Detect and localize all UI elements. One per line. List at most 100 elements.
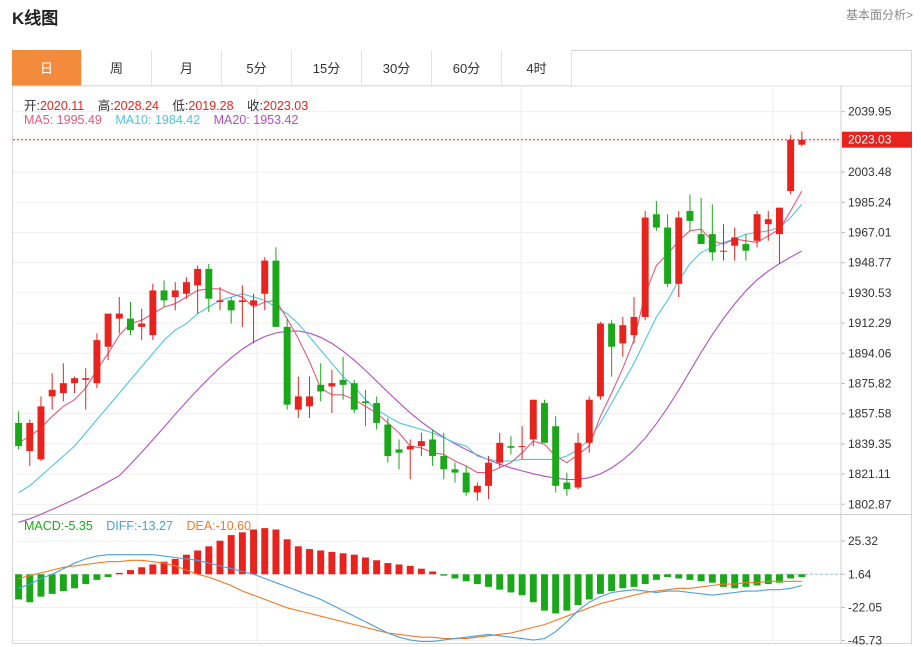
macd-bar: [764, 574, 772, 585]
macd-bar: [664, 574, 672, 578]
open-label: 开:: [24, 99, 40, 113]
ma20-line: [18, 250, 803, 523]
candle-body: [608, 323, 616, 347]
kline-tick-label: 1821.11: [848, 467, 891, 481]
macd-bar: [451, 574, 459, 579]
macd-bar: [317, 550, 325, 575]
macd-value: -5.35: [64, 519, 93, 533]
candle-body: [104, 313, 112, 347]
high-value: 2028.24: [113, 99, 159, 113]
candle-body: [272, 260, 280, 327]
macd-bar: [697, 574, 705, 582]
macd-bar: [71, 574, 79, 589]
candle-body: [205, 268, 213, 299]
candle-body: [417, 441, 425, 447]
ma10-value: 1984.42: [154, 113, 201, 127]
candle-body: [127, 318, 134, 331]
low-label: 低:: [172, 99, 189, 113]
candle-body: [720, 250, 727, 252]
macd-bar: [238, 532, 246, 575]
macd-bar: [361, 557, 369, 575]
candle-body: [507, 446, 515, 448]
macd-bar: [283, 539, 291, 575]
macd-tick-label: -22.05: [848, 600, 882, 614]
macd-bar: [250, 529, 258, 575]
open-value: 2020.11: [39, 99, 85, 113]
tab-4hour[interactable]: 4时: [502, 50, 572, 86]
candle-body: [160, 290, 168, 301]
candle-body: [138, 323, 146, 327]
kline-tick-label: 1802.87: [848, 497, 892, 511]
tab-day[interactable]: 日: [12, 50, 82, 86]
macd-bar: [138, 567, 146, 575]
fundamental-analysis-link[interactable]: 基本面分析>: [845, 8, 913, 22]
macd-bar: [518, 574, 526, 596]
macd-bar: [708, 574, 716, 583]
macd-bar: [485, 574, 493, 587]
candle-body: [250, 300, 258, 306]
candle-body: [361, 401, 369, 404]
tab-15min[interactable]: 15分: [292, 50, 362, 86]
candle-body: [775, 207, 783, 235]
kline-tick-label: 1894.06: [848, 346, 892, 360]
candle-body: [93, 340, 101, 384]
candle-body: [37, 406, 45, 460]
candle-body: [26, 422, 34, 452]
page-title: K线图: [12, 9, 59, 28]
macd-bar: [26, 574, 34, 603]
macd-bar: [395, 564, 403, 575]
candle-body: [686, 210, 694, 221]
macd-bar: [429, 571, 437, 575]
macd-bar: [529, 574, 537, 603]
macd-bar: [574, 574, 582, 606]
candle-body: [664, 227, 672, 284]
candle-body: [182, 282, 190, 294]
macd-bar: [753, 574, 761, 586]
candle-body: [317, 384, 325, 392]
macd-bar: [507, 574, 515, 593]
candle-body: [563, 482, 571, 490]
macd-info: MACD:-5.35 DIFF:-13.27 DEA:-10.60: [24, 519, 261, 533]
candle-body: [216, 300, 224, 303]
macd-bar: [373, 560, 381, 575]
candle-body: [115, 313, 123, 319]
last-price-badge: [842, 131, 912, 148]
candle-body: [339, 379, 347, 385]
macd-bar: [294, 546, 302, 575]
macd-bar: [149, 564, 157, 575]
tab-month[interactable]: 月: [152, 50, 222, 86]
macd-bar: [552, 574, 560, 614]
macd-bar: [775, 574, 783, 583]
high-label: 高:: [97, 99, 114, 113]
macd-bar: [787, 574, 795, 579]
macd-bar: [473, 574, 481, 585]
candle-body: [171, 290, 179, 298]
macd-bar: [194, 550, 202, 575]
macd-bar: [15, 574, 23, 600]
ohlc-info: 开:2020.11 高:2028.24 低:2019.28 收:2023.03: [24, 95, 318, 114]
macd-label: MACD:: [24, 519, 65, 533]
ma20-value: 1953.42: [253, 113, 299, 127]
ma5-line: [18, 190, 803, 474]
ma5-value: 1995.49: [56, 113, 102, 127]
candle-body: [518, 446, 526, 448]
macd-bar: [496, 574, 504, 590]
macd-bar: [596, 574, 604, 594]
candle-body: [541, 403, 548, 443]
candle-body: [306, 396, 313, 407]
macd-bar: [227, 535, 235, 575]
tab-60min[interactable]: 60分: [432, 50, 502, 86]
kline-tick-label: 1967.01: [848, 225, 892, 239]
candle-body: [15, 422, 23, 447]
macd-bar: [563, 574, 571, 611]
macd-bar: [585, 574, 593, 600]
diff-label: DIFF:: [106, 519, 138, 533]
diff-value: -13.27: [137, 519, 173, 533]
macd-bar: [798, 574, 806, 578]
ma5-label: MA5:: [24, 113, 54, 127]
macd-bar: [306, 549, 313, 575]
candle-body: [529, 399, 537, 440]
macd-bar: [462, 574, 470, 582]
macd-bar: [440, 574, 448, 576]
